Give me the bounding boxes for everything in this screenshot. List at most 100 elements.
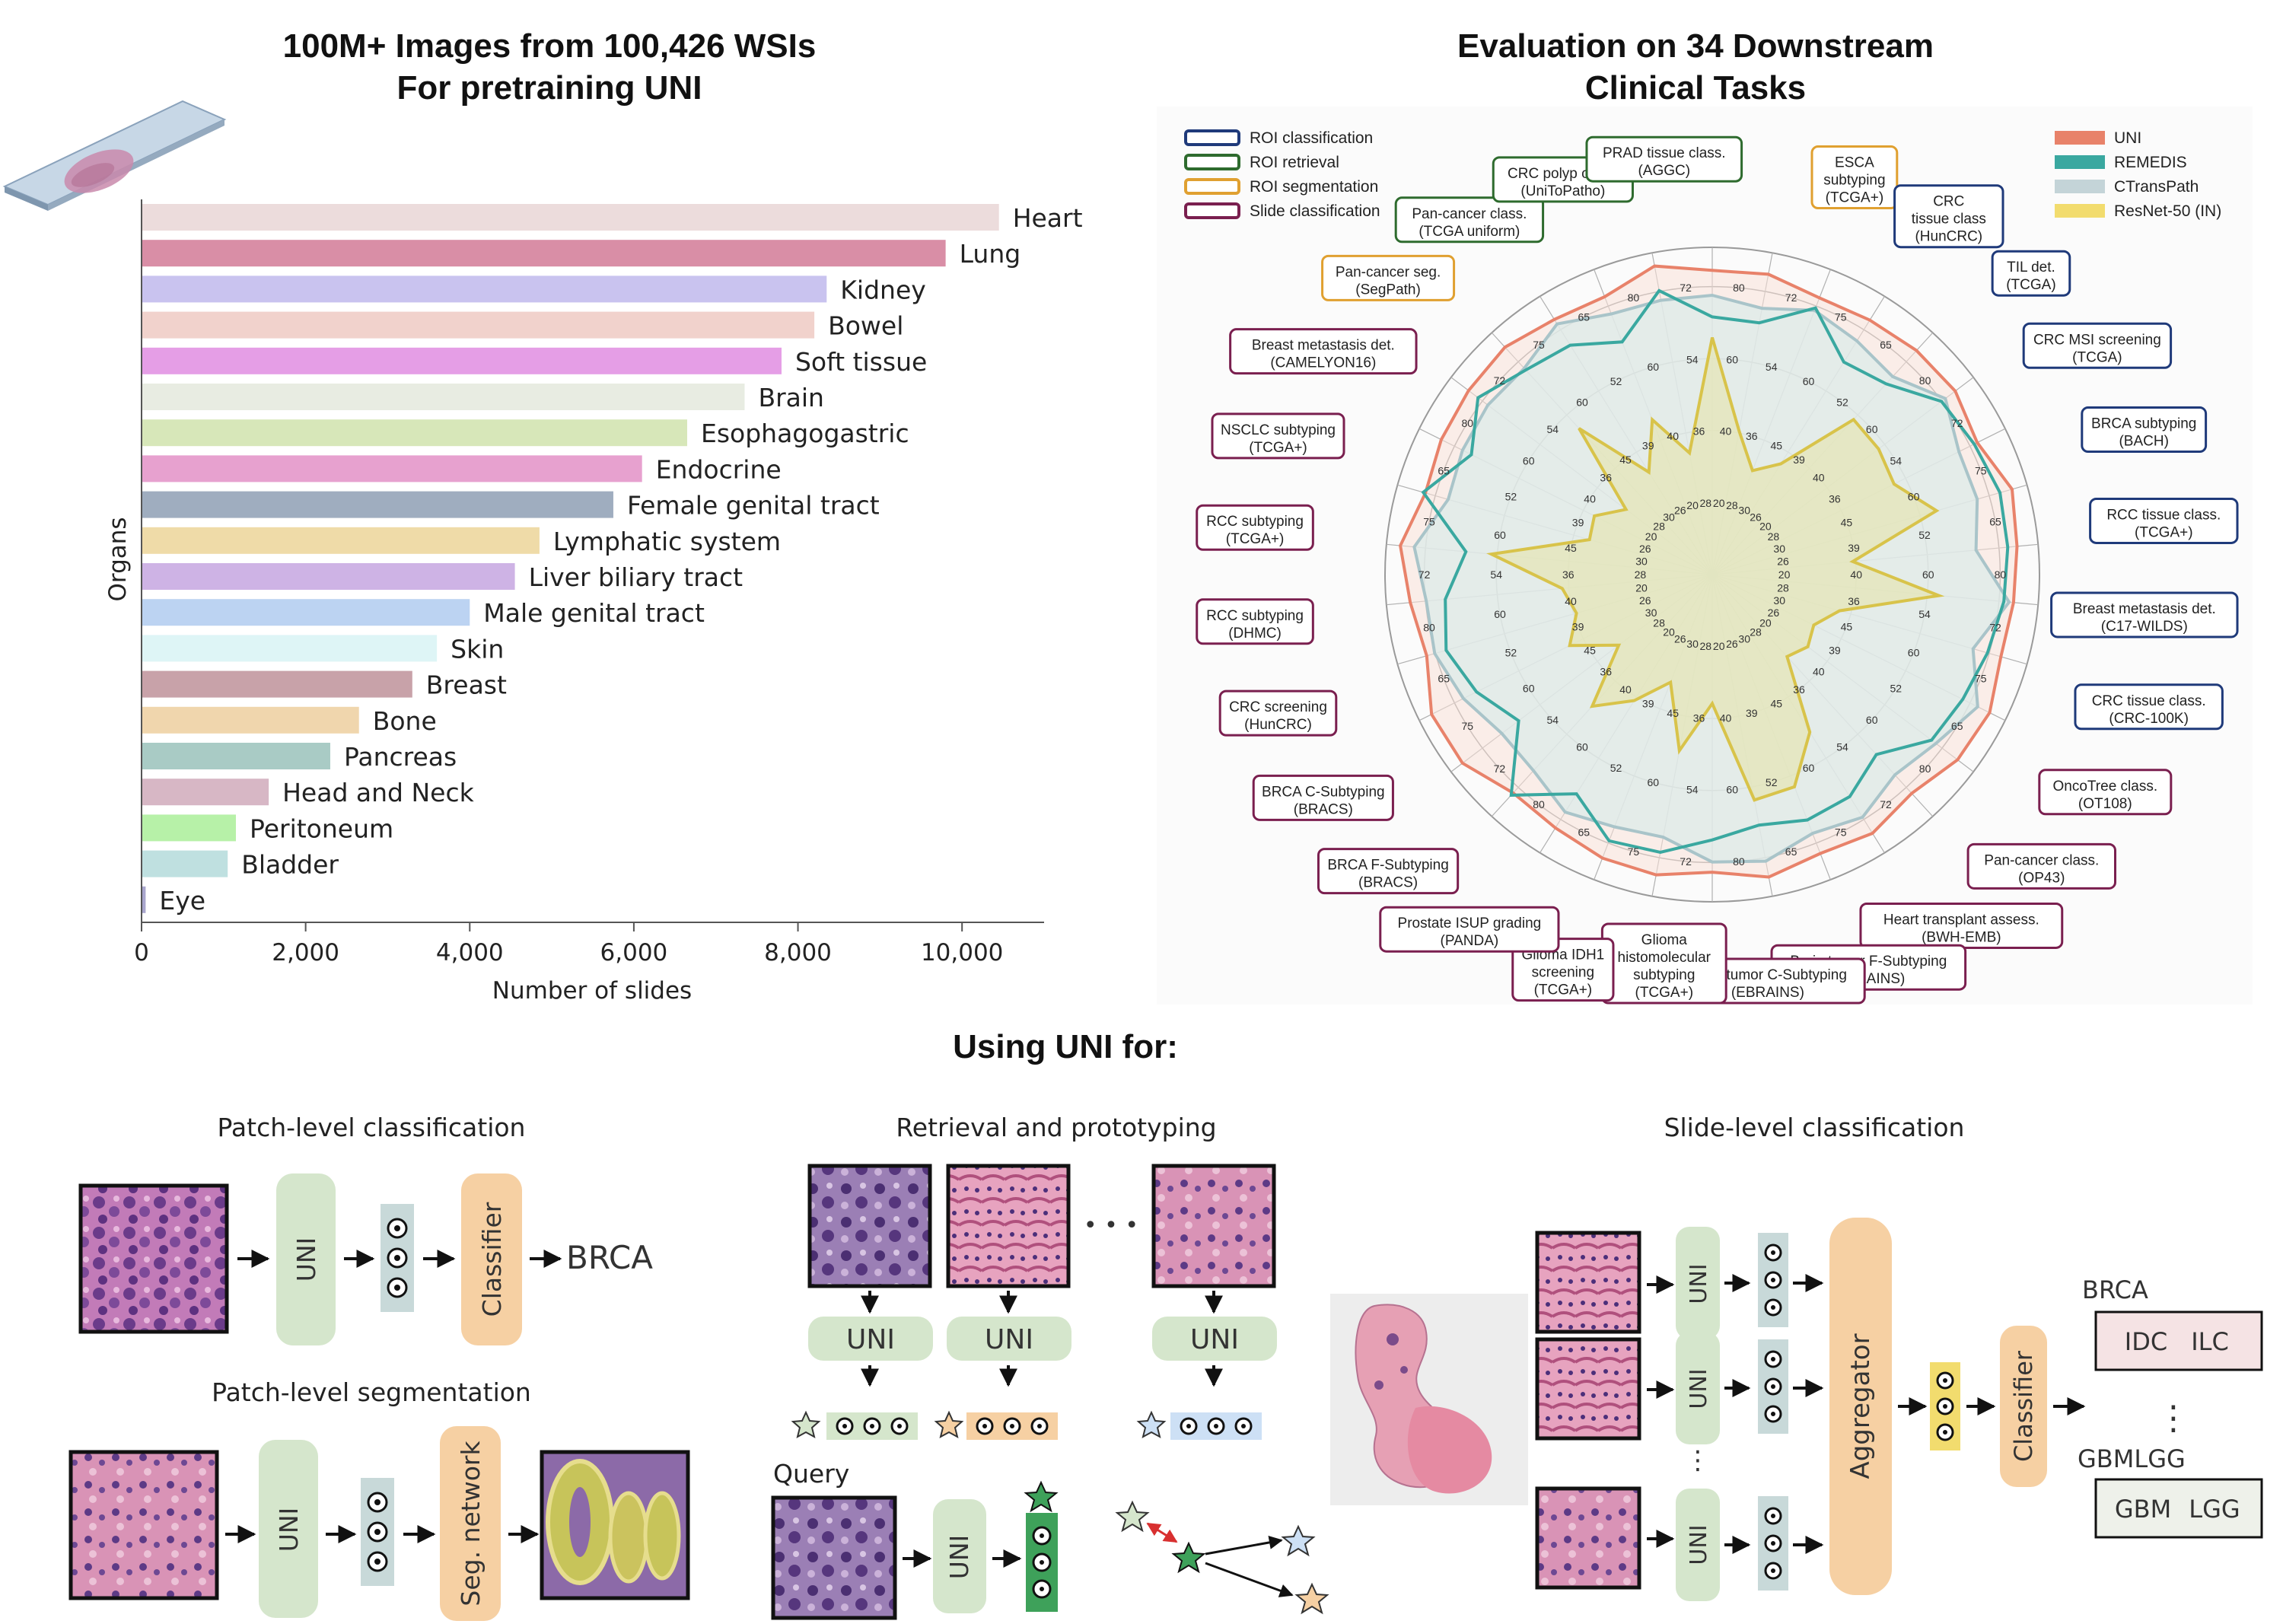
bar-male-genital-tract [142,599,470,626]
radar-ring-tick: 60 [1726,353,1738,365]
ellipsis: • • • [1084,1212,1138,1239]
task-label-line: (TCGA+) [1226,531,1285,547]
radar-ring-tick: 80 [1919,763,1931,775]
query-label: Query [773,1459,849,1489]
task-label-box: TIL det. (TCGA) [1991,250,2071,297]
uni-block [276,1173,336,1345]
radar-ring-tick: 30 [1773,594,1785,607]
bar-label: Endocrine [656,454,782,484]
task-label-box: Pan-cancer seg. (SegPath) [1321,254,1456,301]
patch-classification-title: Patch-level classification [218,1113,526,1142]
bar-label: Liver biliary tract [529,562,743,592]
radar-ring-tick: 26 [1639,543,1651,555]
radar-ring-tick: 54 [1490,568,1502,581]
model-legend: UNI REMEDIS CTransPath ResNet-50 (IN) [2055,129,2221,220]
radar-ring-tick: 80 [1533,798,1545,810]
task-label-box: RCC subtyping(TCGA+) [1196,504,1314,551]
radar-ring-tick: 54 [1918,608,1931,620]
task-label-line: Breast metastasis det. [2073,601,2216,617]
radar-ring-tick: 60 [1648,361,1660,373]
radar-ring-tick: 30 [1738,504,1750,516]
x-axis-label: Number of slides [492,977,692,1005]
prototype-embedding-orange [934,1410,1058,1440]
x-tick-label: 0 [134,939,149,966]
task-label-line: screening [1532,965,1594,981]
y-axis-label: Organs [104,517,132,601]
radar-ring-tick: 65 [1951,720,1963,732]
task-label-line: Glioma [1641,932,1688,948]
uni-block-label: UNI [1686,1524,1712,1565]
task-label-line: RCC subtyping [1206,608,1304,624]
bar-label: Skin [451,634,504,664]
radar-ring-tick: 65 [1880,339,1892,351]
retrieval-title: Retrieval and prototyping [896,1113,1216,1142]
radar-ring-tick: 45 [1841,620,1853,632]
brca-output-box [2094,1310,2263,1371]
radar-ring-tick: 40 [1619,683,1632,696]
task-label-box: CRC MSI screening(TCGA) [2022,322,2173,369]
radar-ring-tick: 36 [1793,683,1805,696]
task-label-box: RCC subtyping (DHMC) [1196,598,1314,645]
bar-breast [142,670,412,698]
uni-block [259,1440,318,1618]
radar-ring-tick: 72 [1419,568,1431,581]
radar-ring-tick: 26 [1726,638,1738,650]
radar-ring-tick: 80 [1462,417,1474,429]
radar-ring-tick: 20 [1759,617,1772,629]
bars-group: Heart Lung Kidney Bowel Soft tissue Brain Esop… [142,203,1083,915]
uni-block [1676,1227,1720,1339]
radar-ring-tick: 20 [1635,581,1648,594]
radar-ring-tick: 72 [1494,763,1506,775]
radar-ring-tick: 36 [1693,712,1705,724]
task-label-line: subtyping [1633,967,1695,983]
task-label-line: (C17-WILDS) [2101,619,2188,635]
radar-ring-tick: 80 [1995,568,2007,581]
radar-ring-tick: 36 [1829,492,1841,505]
segmentation-output-image [540,1450,690,1600]
radar-series-remedis [1421,288,2010,855]
task-label-line: RCC subtyping [1206,514,1304,530]
classifier-block-label: Classifier [2009,1350,2038,1462]
task-label-line: (EBRAINS) [1731,985,1804,1001]
bar-esophagogastric [142,419,687,447]
bar-head-and-neck [142,779,269,806]
radar-ring-tick: 60 [1523,455,1535,467]
gbm-label: GBM [2115,1495,2171,1524]
radar-ring-tick: 45 [1771,697,1783,709]
radar-ring-tick: 65 [1989,516,2001,528]
radar-ring-tick: 20 [1663,626,1675,638]
radar-ring-tick: 26 [1674,633,1686,645]
radar-ring-tick: 40 [1565,595,1577,607]
radar-ring-tick: 75 [1835,310,1847,323]
radar-ring-tick: 30 [1635,556,1648,568]
task-label-box: Pan-cancer class. (TCGA uniform) [1394,196,1545,244]
embedding-vector [1758,1496,1788,1591]
x-ticks: 0 2,000 4,000 6,000 8,000 10,000 [134,922,1003,966]
task-label-line: TIL det. [2007,260,2055,275]
retrieval-image-2 [946,1164,1071,1288]
task-label-line: BRCA subtyping [2091,416,2196,432]
task-label-line: (BRACS) [1358,875,1418,891]
task-label-box: Prostate ISUP grading (PANDA) [1379,906,1560,953]
bottom-title: Using UNI for: [953,1028,1178,1065]
radar-ring-tick: 20 [1645,530,1657,543]
radar-ring-tick: 75 [1423,516,1435,528]
radar-ring-tick: 60 [1866,423,1878,435]
radar-ring-tick: 54 [1686,784,1699,796]
radar-ring-tick: 60 [1803,375,1815,387]
aggregator-label: Aggregator [1845,1333,1876,1479]
radar-ring-tick: 52 [1610,375,1622,387]
radar-ring-tick: 75 [1835,826,1847,839]
radar-ring-tick: 80 [1423,622,1435,634]
task-label-line: (CRC-100K) [2109,711,2189,727]
task-label-line: PRAD tissue class. [1603,145,1726,161]
radar-ring-tick: 60 [1908,491,1920,503]
gbmlgg-task-label: GBMLGG [2078,1444,2186,1473]
radar-ring-tick: 20 [1713,640,1725,652]
radar-ring-tick: 60 [1908,647,1920,659]
bar-pancreas [142,743,330,769]
radar-ring-tick: 28 [1768,530,1780,543]
task-label-box: RCC tissue class.(TCGA+) [2089,497,2239,544]
radar-ring-tick: 60 [1922,568,1934,581]
